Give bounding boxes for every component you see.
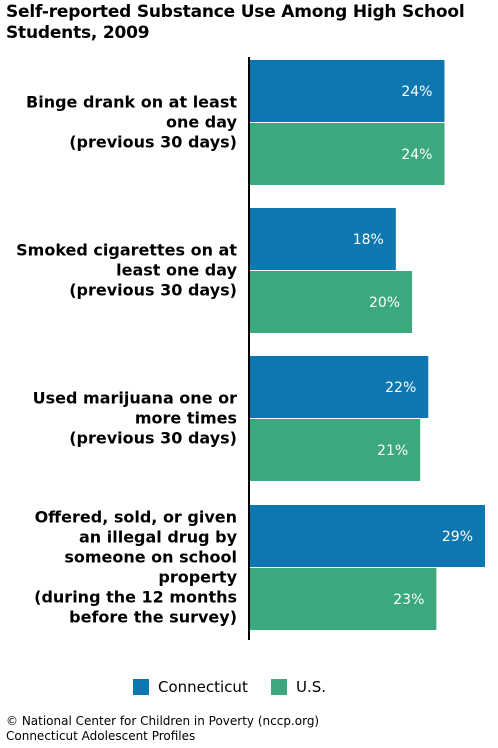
category-labels-layer: Binge drank on at least one day (previous …	[16, 93, 237, 627]
category-label-line: Smoked cigarettes on at	[16, 241, 237, 260]
category-label-0: Binge drank on at least one day (previous …	[26, 93, 238, 152]
bar-us-1	[250, 271, 413, 333]
category-label-line: more times	[135, 409, 237, 428]
category-label-line: (previous 30 days)	[69, 429, 237, 448]
category-label-line: least one day	[116, 261, 237, 280]
value-label-us-1: 20%	[369, 295, 400, 311]
value-label-connecticut-0: 24%	[401, 84, 432, 100]
category-label-line: Binge drank on at least	[26, 93, 237, 112]
category-label-line: Used marijuana one or	[33, 389, 237, 408]
value-label-us-0: 24%	[401, 147, 432, 163]
bar-connecticut-1	[250, 208, 396, 270]
value-label-us-3: 23%	[393, 592, 424, 608]
bars-layer	[250, 60, 485, 630]
legend-label-us: U.S.	[296, 678, 327, 696]
category-label-line: (previous 30 days)	[69, 281, 237, 300]
category-label-line: one day	[166, 113, 238, 132]
footer-copyright: © National Center for Children in Povert…	[6, 714, 320, 728]
category-label-line: Offered, sold, or given	[35, 508, 237, 527]
legend-item-connecticut: Connecticut	[133, 676, 248, 698]
legend-item-us: U.S.	[271, 676, 326, 698]
value-labels-layer: 24% 24% 18% 20% 22% 21% 29% 23%	[353, 84, 473, 608]
legend: Connecticut U.S.	[0, 676, 498, 698]
legend-label-connecticut: Connecticut	[158, 678, 248, 696]
value-label-connecticut-3: 29%	[442, 529, 473, 545]
legend-swatch-us	[271, 679, 287, 695]
chart-title: Self-reported Substance Use Among High S…	[6, 2, 465, 43]
bar-connecticut-0	[250, 60, 445, 122]
legend-swatch-connecticut	[133, 679, 149, 695]
footer: © National Center for Children in Povert…	[6, 714, 319, 744]
value-label-connecticut-2: 22%	[385, 380, 416, 396]
category-label-line: (during the 12 months	[34, 588, 237, 607]
bar-connecticut-3	[250, 505, 485, 567]
category-label-line: before the survey)	[69, 608, 237, 627]
category-label-line: property	[158, 568, 237, 587]
category-label-line: (previous 30 days)	[69, 133, 237, 152]
category-label-3: Offered, sold, or given an illegal drug b…	[34, 508, 237, 627]
bar-us-2	[250, 419, 421, 481]
value-label-us-2: 21%	[377, 443, 408, 459]
category-label-line: an illegal drug by	[79, 528, 238, 547]
value-label-connecticut-1: 18%	[353, 232, 384, 248]
category-label-2: Used marijuana one or more times (previous…	[33, 389, 237, 448]
bar-us-3	[250, 568, 437, 630]
bar-connecticut-2	[250, 356, 429, 418]
category-label-line: someone on school	[64, 548, 237, 567]
category-label-1: Smoked cigarettes on at least one day (pre…	[16, 241, 237, 300]
footer-source: Connecticut Adolescent Profiles	[6, 729, 196, 743]
bar-us-0	[250, 123, 445, 185]
